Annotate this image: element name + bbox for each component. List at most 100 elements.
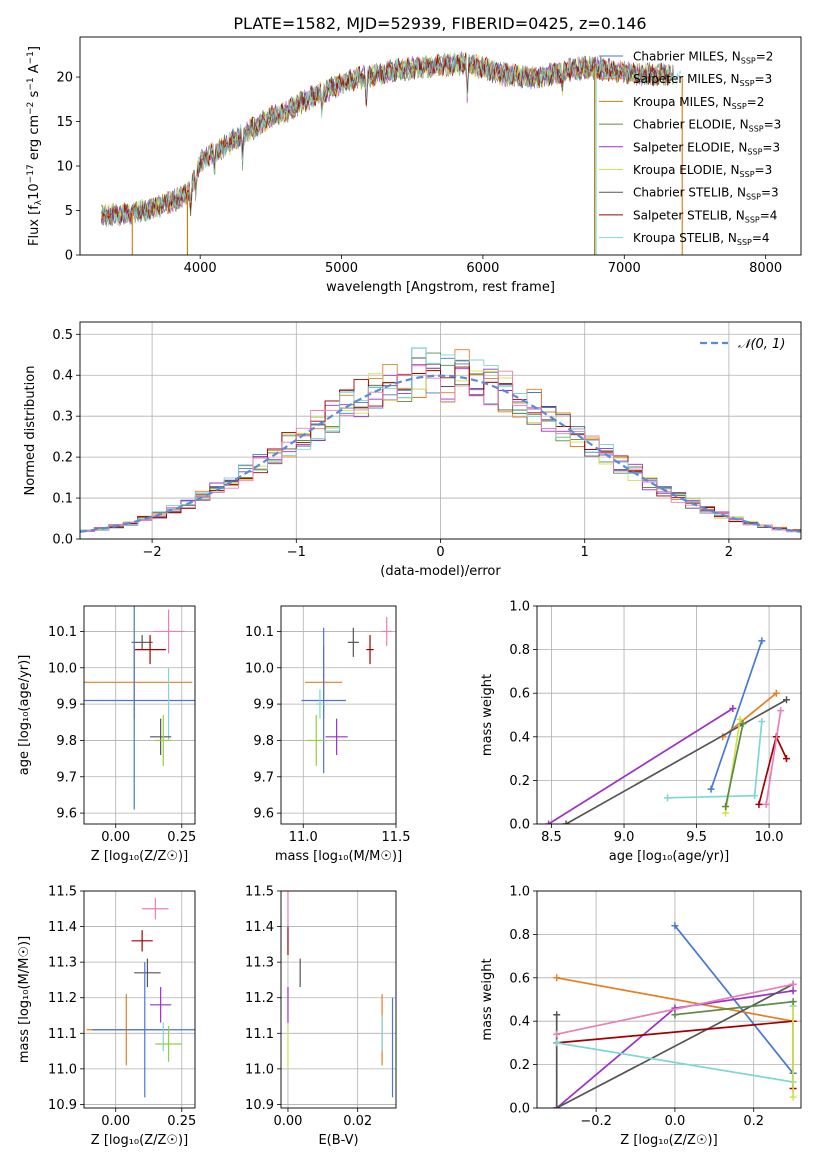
- plot-data: [86, 898, 195, 1098]
- error-point: [134, 958, 161, 988]
- y-tick-label: 10.9: [245, 1098, 274, 1113]
- weight-marker: [553, 1011, 561, 1019]
- weight-marker: [736, 715, 744, 723]
- weight-marker: [758, 637, 766, 645]
- x-tick-label: 0: [436, 545, 444, 560]
- y-tick-label: 1.0: [509, 600, 530, 615]
- x-tick-label: 0.00: [101, 830, 130, 845]
- y-axis-label-part: −1: [26, 51, 36, 64]
- weight-marker: [758, 718, 766, 726]
- x-tick-label: 2: [725, 545, 733, 560]
- histogram-step: [80, 347, 801, 539]
- legend-label-n: =2: [747, 95, 765, 109]
- x-tick-label: 4000: [184, 261, 217, 276]
- y-tick-label: 0.0: [509, 818, 530, 833]
- y-axis-label: Normed distribution: [23, 366, 38, 496]
- legend-label-n: =4: [760, 208, 778, 222]
- weight-marker: [729, 704, 737, 712]
- y-axis-label-part: −17: [26, 164, 36, 183]
- y-tick-label: 11.1: [48, 1027, 77, 1042]
- y-tick-label: 11.4: [48, 920, 77, 935]
- legend-label-name: Chabrier MILES, N: [633, 50, 741, 64]
- plot-data: [545, 637, 790, 824]
- legend-label-sub: SSP: [745, 215, 760, 224]
- x-axis-label: Z [log₁₀(Z/Z☉)]: [91, 1133, 188, 1148]
- y-tick-label: 9.7: [253, 770, 274, 785]
- weight-vs-z-chart: −0.2 0.0 0.2 0.0 0.2 0.4 0.6 0.8 1.0 Z [log₁₀(Z/Z…: [480, 885, 802, 1148]
- y-axis-label: age [log₁₀(age/yr)]: [17, 655, 32, 776]
- y-tick-label: 20: [56, 71, 73, 86]
- y-tick-label: 11.3: [48, 956, 77, 971]
- axes-frame: [536, 605, 802, 825]
- y-tick-label: 0.2: [509, 1058, 530, 1073]
- y-axis-label-part: A: [27, 64, 42, 77]
- legend-label-sub: SSP: [749, 125, 764, 134]
- legend-label-sub: SSP: [740, 79, 755, 88]
- legend-label: Chabrier STELIB, NSSP=3: [633, 186, 779, 202]
- y-tick-label: 0.0: [52, 533, 73, 548]
- y-axis-label-part: 10: [27, 183, 42, 200]
- x-tick-label: 6000: [466, 261, 499, 276]
- x-tick-label: 0.00: [101, 1114, 130, 1129]
- legend-label-name: Salpeter ELODIE, N: [633, 140, 747, 154]
- legend-label: 𝒩(0, 1): [738, 337, 785, 352]
- x-tick-label: 0.2: [743, 1114, 764, 1129]
- x-axis-label: (data-model)/error: [380, 564, 501, 579]
- y-tick-label: 9.8: [56, 734, 77, 749]
- weight-marker: [553, 974, 561, 982]
- y-tick-label: 0.4: [509, 730, 530, 745]
- weight-vs-age-chart: 8.5 9.0 9.5 10.0 0.0 0.2 0.4 0.6 0.8 1.0 age [log₁…: [480, 600, 802, 864]
- y-axis-label: mass weight: [480, 958, 495, 1040]
- legend-label-n: =3: [761, 186, 779, 200]
- legend-label-name: Kroupa STELIB, N: [633, 231, 737, 245]
- y-tick-label: 10.0: [245, 661, 274, 676]
- legend-label: Salpeter ELODIE, NSSP=3: [633, 140, 780, 156]
- histogram-step: [80, 365, 801, 539]
- y-tick-label: 10.0: [48, 661, 77, 676]
- legend-label-name: Chabrier ELODIE, N: [633, 118, 749, 132]
- y-tick-label: 15: [56, 115, 73, 130]
- y-tick-label: 11.4: [245, 920, 274, 935]
- legend-label: Kroupa MILES, NSSP=2: [633, 95, 764, 111]
- legend-label-sub: SSP: [746, 193, 761, 202]
- legend-label-sub: SSP: [740, 170, 755, 179]
- y-tick-label: 10.1: [48, 625, 77, 640]
- error-point: [347, 627, 359, 657]
- weight-marker: [782, 755, 790, 763]
- weight-marker: [751, 792, 759, 800]
- legend-label-name: Kroupa ELODIE, N: [633, 163, 740, 177]
- error-point: [131, 930, 153, 952]
- weight-marker: [553, 1104, 561, 1108]
- error-point: [134, 635, 166, 665]
- y-tick-label: 0.3: [52, 410, 73, 425]
- weight-line: [722, 692, 777, 738]
- weight-marker: [789, 998, 797, 1006]
- weight-marker: [789, 987, 797, 995]
- weight-line: [548, 707, 734, 824]
- plot-data: [84, 606, 195, 810]
- weight-marker: [789, 1093, 797, 1101]
- x-axis-label: E(B-V): [318, 1133, 358, 1148]
- x-tick-label: 8.5: [541, 830, 562, 845]
- weight-line: [556, 976, 794, 1023]
- legend-label-name: Salpeter MILES, N: [633, 72, 740, 86]
- y-tick-label: 11.5: [48, 885, 77, 900]
- error-point: [325, 718, 348, 755]
- error-point: [150, 718, 172, 755]
- error-point: [142, 898, 169, 920]
- legend-label-name: Salpeter STELIB, N: [633, 208, 745, 222]
- y-tick-label: 11.2: [48, 991, 77, 1006]
- plot-data: [301, 616, 393, 774]
- error-point: [150, 987, 172, 1023]
- weight-marker: [671, 922, 679, 930]
- age-vs-z-chart: 0.00 0.25 9.6 9.7 9.8 9.9 10.0 10.1 Z [log₁₀(Z/Z…: [17, 605, 196, 864]
- y-axis-label-part: Flux [f: [27, 205, 42, 246]
- y-axis-label: mass weight: [480, 674, 495, 756]
- y-tick-label: 9.9: [253, 698, 274, 713]
- x-tick-label: 0.25: [167, 1114, 196, 1129]
- y-tick-label: 0.8: [509, 928, 530, 943]
- x-tick-label: 10.0: [755, 830, 784, 845]
- weight-marker: [545, 820, 553, 824]
- y-tick-label: 10: [56, 160, 73, 175]
